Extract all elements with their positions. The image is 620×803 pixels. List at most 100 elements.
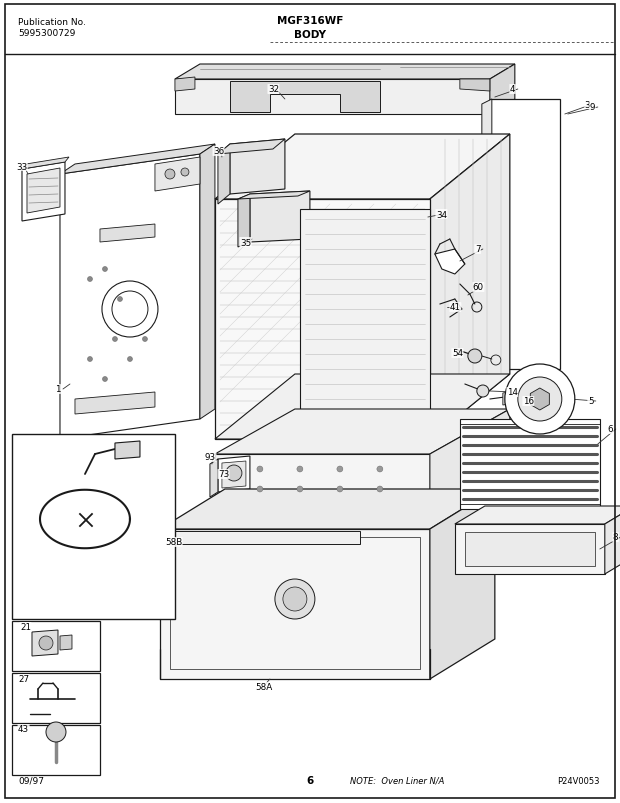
Circle shape [337, 467, 343, 472]
Bar [540, 357, 555, 361]
Circle shape [275, 579, 315, 619]
Polygon shape [32, 630, 58, 656]
Polygon shape [455, 507, 620, 524]
Bar [460, 419, 600, 509]
Polygon shape [230, 140, 285, 195]
Text: 73: 73 [218, 470, 229, 479]
Polygon shape [215, 135, 510, 200]
Text: 54: 54 [452, 349, 463, 358]
Circle shape [102, 267, 107, 272]
Circle shape [117, 297, 123, 302]
Polygon shape [60, 635, 72, 650]
Polygon shape [455, 524, 604, 574]
Text: 9: 9 [590, 104, 595, 112]
Text: 5: 5 [588, 397, 593, 406]
Circle shape [257, 487, 263, 492]
Circle shape [39, 636, 53, 650]
Text: 27: 27 [18, 675, 29, 683]
Circle shape [165, 169, 175, 180]
Polygon shape [160, 489, 495, 529]
Text: 14: 14 [507, 388, 518, 397]
Bar [12, 434, 175, 619]
Polygon shape [218, 145, 230, 205]
Circle shape [337, 487, 343, 492]
Text: 7: 7 [475, 245, 480, 255]
Polygon shape [430, 135, 510, 439]
Circle shape [377, 487, 383, 492]
Polygon shape [155, 158, 200, 192]
Polygon shape [22, 163, 65, 222]
Polygon shape [175, 65, 515, 80]
Circle shape [477, 385, 489, 397]
Bar [540, 349, 555, 353]
Polygon shape [215, 454, 430, 509]
Text: 21: 21 [20, 622, 31, 632]
Polygon shape [215, 410, 510, 454]
Circle shape [87, 277, 92, 282]
Polygon shape [238, 195, 250, 247]
Text: 5995300729: 5995300729 [18, 29, 76, 38]
Text: eReplacementParts.com: eReplacementParts.com [242, 444, 378, 454]
Polygon shape [60, 145, 215, 175]
Bar [540, 325, 555, 329]
Polygon shape [465, 532, 595, 566]
Circle shape [226, 466, 242, 482]
Bar [12, 622, 100, 671]
Polygon shape [215, 200, 430, 439]
Polygon shape [460, 80, 490, 92]
Polygon shape [22, 158, 69, 169]
Text: 43: 43 [18, 724, 29, 734]
Polygon shape [27, 169, 60, 214]
Text: Publication No.: Publication No. [18, 18, 86, 27]
Polygon shape [238, 192, 310, 200]
Polygon shape [435, 250, 465, 275]
Text: 58A: 58A [255, 683, 272, 691]
Polygon shape [218, 456, 250, 492]
Polygon shape [175, 78, 195, 92]
Circle shape [468, 349, 482, 364]
Text: 93: 93 [205, 453, 216, 462]
Circle shape [102, 377, 107, 382]
Polygon shape [230, 82, 380, 113]
Circle shape [297, 467, 303, 472]
Text: 33: 33 [16, 162, 27, 171]
Text: 16: 16 [523, 397, 534, 406]
Polygon shape [222, 462, 246, 488]
Circle shape [87, 357, 92, 362]
Polygon shape [430, 410, 510, 509]
Circle shape [297, 487, 303, 492]
Text: 32: 32 [268, 85, 279, 95]
Polygon shape [160, 529, 430, 679]
Text: 35: 35 [240, 238, 251, 247]
Circle shape [505, 365, 575, 434]
Circle shape [143, 337, 148, 342]
Polygon shape [490, 65, 515, 115]
Bar [540, 333, 555, 337]
Text: NOTE:  Oven Liner N/A: NOTE: Oven Liner N/A [350, 776, 445, 785]
Bar [12, 673, 100, 723]
Polygon shape [503, 392, 515, 406]
Polygon shape [175, 80, 490, 115]
Text: 58B: 58B [165, 538, 182, 547]
Circle shape [102, 282, 158, 337]
Text: 1: 1 [55, 385, 61, 394]
Text: P24V0053: P24V0053 [557, 776, 600, 785]
Text: BODY: BODY [294, 30, 326, 40]
Text: 36: 36 [213, 147, 224, 157]
Text: 6: 6 [306, 775, 314, 785]
Polygon shape [218, 140, 285, 155]
Bar [540, 318, 555, 321]
Circle shape [112, 337, 117, 342]
Text: 41: 41 [450, 303, 461, 312]
Bar [540, 341, 555, 345]
Circle shape [518, 377, 562, 422]
Polygon shape [200, 145, 215, 419]
Circle shape [128, 357, 133, 362]
Text: 60: 60 [473, 283, 484, 292]
Polygon shape [530, 389, 549, 410]
Polygon shape [430, 489, 495, 679]
Text: 34: 34 [436, 210, 447, 219]
Polygon shape [250, 192, 310, 243]
Bar [12, 725, 100, 775]
Text: 6: 6 [608, 425, 613, 434]
